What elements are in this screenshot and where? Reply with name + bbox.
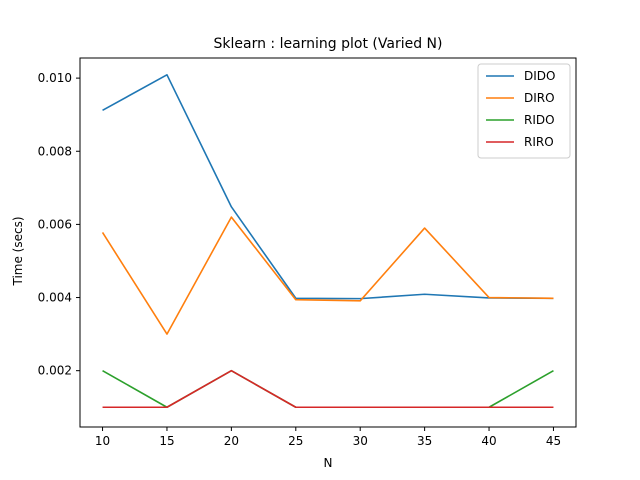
x-tick-label: 15 [159,434,174,448]
x-axis: 10 15 20 25 30 35 40 45 [95,427,561,448]
legend-box [477,63,571,159]
y-axis: 0.002 0.004 0.006 0.008 0.010 [38,71,80,378]
y-axis-label: Time (secs) [11,216,25,286]
x-tick-label: 40 [481,434,496,448]
x-tick-label: 45 [546,434,561,448]
x-axis-label: N [324,456,333,470]
x-tick-label: 20 [224,434,239,448]
chart-title: Sklearn : learning plot (Varied N) [214,36,443,52]
legend: DIDO DIRO RIDO RIRO [477,63,571,159]
legend-label: RIDO [524,113,555,127]
legend-label: RIRO [524,135,554,149]
legend-label: DIRO [524,91,555,105]
series-line-diro [101,216,554,335]
x-tick-label: 30 [353,434,368,448]
x-tick-label: 10 [95,434,110,448]
series-line-dido [102,74,554,300]
plot-frame [79,57,577,428]
y-tick-label: 0.002 [38,364,72,378]
y-tick-label: 0.004 [38,291,72,305]
x-tick-label: 25 [288,434,303,448]
y-tick-label: 0.008 [38,144,72,158]
x-tick-label: 35 [417,434,432,448]
y-tick-label: 0.010 [38,71,72,85]
legend-label: DIDO [524,69,555,83]
series-line-riro [102,369,554,409]
series-lines [101,74,554,409]
y-tick-label: 0.006 [38,217,72,231]
